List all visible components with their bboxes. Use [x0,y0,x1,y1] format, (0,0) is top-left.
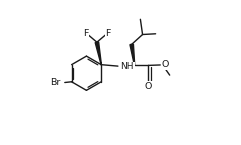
Polygon shape [95,42,101,65]
Text: O: O [161,60,168,69]
Polygon shape [130,44,135,65]
Text: F: F [83,29,88,38]
Text: F: F [105,29,111,38]
Text: O: O [145,82,152,91]
Text: Br: Br [50,78,60,87]
Text: NH: NH [120,62,134,71]
